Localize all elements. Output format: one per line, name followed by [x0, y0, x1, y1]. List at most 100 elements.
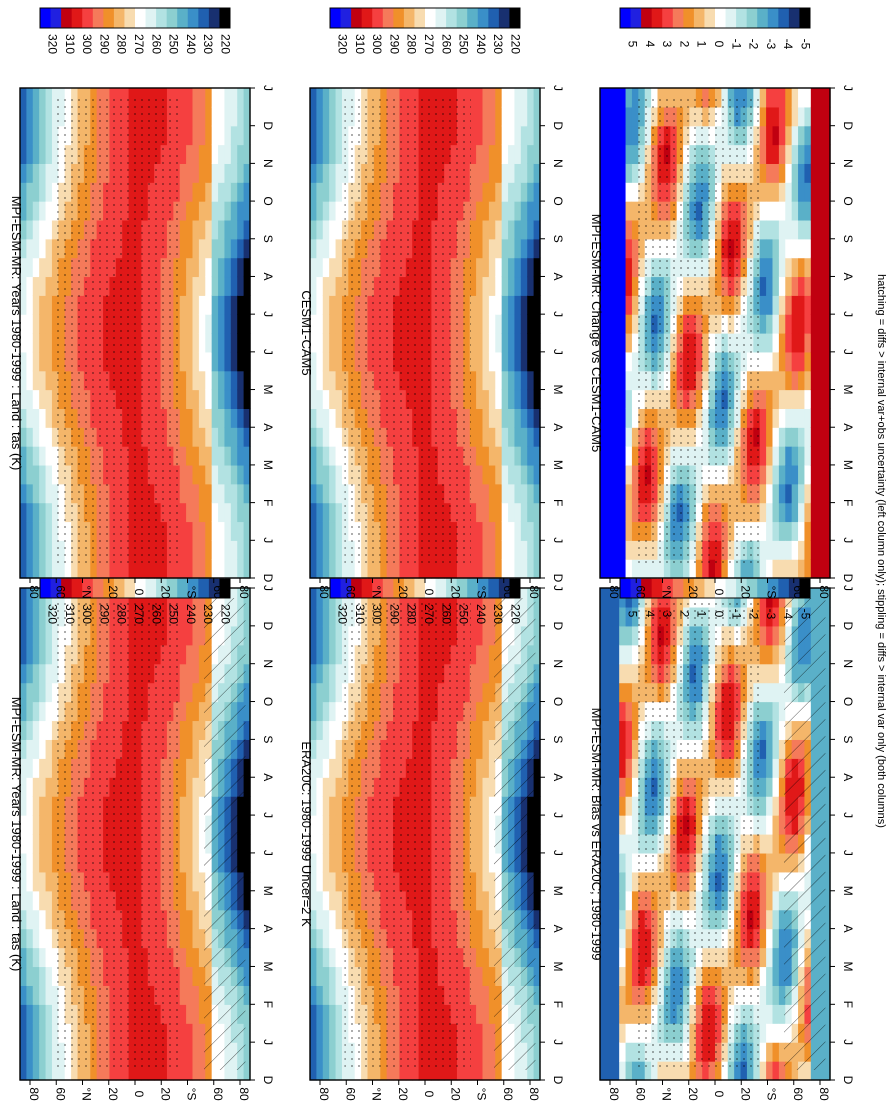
heat-cell	[128, 88, 136, 108]
heat-cell	[310, 1023, 317, 1043]
heat-cell	[243, 947, 251, 968]
heat-cell	[495, 446, 503, 466]
x-tick-label: J	[551, 850, 565, 856]
heat-cell	[533, 644, 541, 665]
heat-cell	[329, 351, 337, 372]
heat-cell	[482, 739, 490, 759]
heat-cell	[179, 370, 187, 391]
heat-cell	[192, 663, 200, 684]
heat-cell	[32, 1061, 40, 1081]
heat-cell	[26, 314, 34, 334]
heat-cell	[26, 606, 34, 627]
x-tick-label: J	[261, 1039, 275, 1045]
heat-cell	[224, 521, 232, 541]
colorbar-swatch	[177, 8, 189, 28]
heat-cell	[179, 834, 187, 854]
colorbar-swatch	[446, 8, 458, 28]
heat-cell	[482, 257, 490, 278]
heat-cell	[759, 852, 767, 873]
heat-cell	[329, 219, 337, 240]
heat-cell	[186, 701, 194, 722]
heat-cell	[766, 815, 774, 835]
colorbar-swatch	[351, 8, 363, 28]
heat-cell	[237, 238, 245, 259]
heat-cell	[310, 834, 317, 854]
heat-cell	[476, 182, 484, 202]
heat-cell	[501, 427, 509, 447]
heat-cell	[192, 682, 200, 703]
heat-cell	[619, 1061, 627, 1081]
heat-cell	[39, 502, 47, 523]
colorbar-swatch	[330, 8, 342, 28]
heat-cell	[759, 720, 767, 740]
colorbar-swatch	[446, 578, 458, 598]
heat-cell	[469, 1061, 477, 1081]
heat-cell	[322, 815, 330, 835]
heat-cell	[625, 701, 633, 722]
heat-cell	[179, 701, 187, 722]
heat-cell	[520, 125, 528, 146]
heat-cell	[39, 1042, 47, 1062]
heat-cell	[759, 947, 767, 968]
heat-cell	[20, 144, 27, 164]
heat-cell	[631, 1061, 639, 1081]
heat-cell	[488, 540, 496, 560]
heat-cell	[823, 1042, 831, 1062]
heat-cell	[322, 701, 330, 722]
heat-cell	[600, 928, 607, 949]
colorbar-label: 220	[508, 604, 522, 624]
heat-cell	[230, 464, 238, 485]
heat-cell	[606, 739, 614, 759]
heat-cell	[612, 985, 620, 1005]
heat-cell	[218, 201, 226, 221]
heat-cell	[335, 521, 343, 541]
heat-cell	[527, 1061, 535, 1081]
heat-cell	[45, 701, 53, 722]
heat-cell	[482, 947, 490, 968]
x-tick-label: A	[261, 423, 275, 431]
heat-cell	[823, 1023, 831, 1043]
heat-cell	[179, 502, 187, 523]
heat-cell	[772, 871, 780, 892]
heat-cell	[230, 427, 238, 447]
heat-cell	[823, 796, 831, 816]
heat-cell	[39, 720, 47, 740]
y-tick-label: 0	[422, 589, 436, 596]
heat-cell	[186, 182, 194, 202]
x-tick-label: J	[261, 85, 275, 91]
heat-cell	[26, 663, 34, 684]
heat-cell	[45, 1023, 53, 1043]
heat-cell	[488, 351, 496, 372]
heat-cell	[329, 815, 337, 835]
heat-cell	[702, 1061, 710, 1081]
heat-cell	[230, 351, 238, 372]
heat-cell	[211, 88, 219, 108]
heat-cell	[45, 201, 53, 221]
heat-cell	[501, 1061, 509, 1081]
heat-cell	[211, 144, 219, 164]
heat-cell	[488, 947, 496, 968]
heat-cell	[192, 408, 200, 428]
heat-cell	[520, 464, 528, 485]
heat-cell	[322, 333, 330, 353]
heat-cell	[823, 777, 831, 797]
heat-cell	[186, 947, 194, 968]
colorbar-label: 310	[63, 34, 77, 54]
heat-cell	[488, 276, 496, 296]
heat-cell	[45, 890, 53, 911]
heat-cell	[619, 890, 627, 911]
colorbar-swatch	[403, 578, 415, 598]
heat-cell	[488, 966, 496, 986]
heat-cell	[186, 1042, 194, 1062]
heat-cell	[476, 351, 484, 372]
heat-cell	[20, 106, 27, 127]
heat-cell	[501, 314, 509, 334]
heat-cell	[224, 370, 232, 391]
heat-cell	[243, 625, 251, 646]
heat-cell	[508, 182, 516, 202]
heat-cell	[310, 125, 317, 146]
heat-cell	[322, 682, 330, 703]
heat-cell	[179, 144, 187, 164]
heat-cell	[322, 1042, 330, 1062]
